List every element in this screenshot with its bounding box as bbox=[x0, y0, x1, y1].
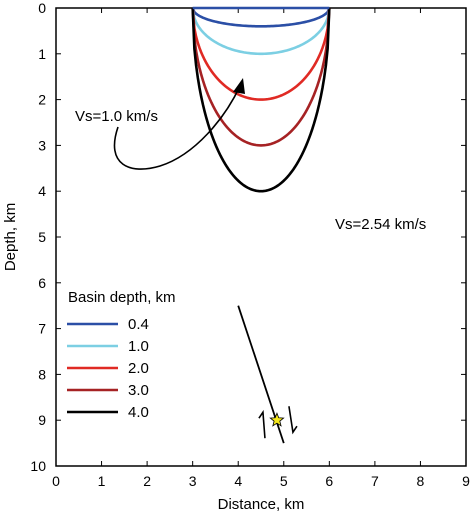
basin-curve-series bbox=[191, 7, 331, 147]
vs-rock-label: Vs=2.54 km/s bbox=[335, 216, 426, 233]
plot-area bbox=[55, 7, 467, 467]
x-tick-label: 7 bbox=[371, 473, 379, 489]
x-axis: 0 1 2 3 4 5 6 7 8 9 bbox=[52, 8, 470, 489]
y-tick-label: 3 bbox=[38, 137, 46, 153]
basin-curve-series bbox=[191, 7, 331, 101]
y-tick-label: 5 bbox=[38, 229, 46, 245]
y-tick-label: 8 bbox=[38, 366, 46, 382]
y-tick-label: 0 bbox=[38, 0, 46, 16]
y-tick-label: 10 bbox=[30, 458, 46, 474]
x-tick-label: 3 bbox=[189, 473, 197, 489]
slip-arrow-left bbox=[258, 409, 266, 439]
x-tick-label: 0 bbox=[52, 473, 60, 489]
hypocenter-star bbox=[269, 412, 285, 427]
y-tick-label: 2 bbox=[38, 92, 46, 108]
x-axis-label: Distance, km bbox=[218, 496, 305, 513]
legend-items: 0.4 1.0 2.0 3.0 4.0 bbox=[67, 316, 149, 421]
basin-curve-series bbox=[191, 7, 331, 56]
vs-basin-arrowhead bbox=[233, 78, 245, 94]
legend-label: 4.0 bbox=[128, 404, 149, 421]
x-tick-label: 6 bbox=[325, 473, 333, 489]
y-tick-label: 6 bbox=[38, 275, 46, 291]
y-axis: 0 1 2 3 4 5 6 7 8 9 10 bbox=[30, 0, 466, 474]
y-axis-label: Depth, km bbox=[2, 203, 19, 271]
x-tick-label: 1 bbox=[98, 473, 106, 489]
plot-frame bbox=[55, 7, 467, 467]
y-tick-label: 7 bbox=[38, 321, 46, 337]
y-tick-label: 4 bbox=[38, 183, 46, 199]
legend-label: 3.0 bbox=[128, 382, 149, 399]
x-tick-label: 9 bbox=[462, 473, 470, 489]
y-tick-label: 9 bbox=[38, 412, 46, 428]
basin-curve-series bbox=[191, 7, 331, 28]
legend-label: 0.4 bbox=[128, 316, 149, 333]
fault-group bbox=[237, 305, 298, 444]
x-tick-label: 8 bbox=[417, 473, 425, 489]
y-tick-label: 1 bbox=[38, 46, 46, 62]
vs-basin-label: Vs=1.0 km/s bbox=[75, 108, 158, 125]
vs-basin-arrow bbox=[113, 85, 241, 170]
slip-arrow-right bbox=[288, 406, 298, 435]
legend-label: 1.0 bbox=[128, 338, 149, 355]
legend-label: 2.0 bbox=[128, 360, 149, 377]
x-tick-label: 2 bbox=[143, 473, 151, 489]
legend: Basin depth, km 0.4 1.0 2.0 3.0 4.0 bbox=[67, 289, 176, 421]
legend-title: Basin depth, km bbox=[68, 289, 176, 306]
x-tick-label: 4 bbox=[234, 473, 242, 489]
x-tick-label: 5 bbox=[280, 473, 288, 489]
basin-curve-series bbox=[191, 7, 331, 193]
basin-curves bbox=[191, 6, 331, 193]
